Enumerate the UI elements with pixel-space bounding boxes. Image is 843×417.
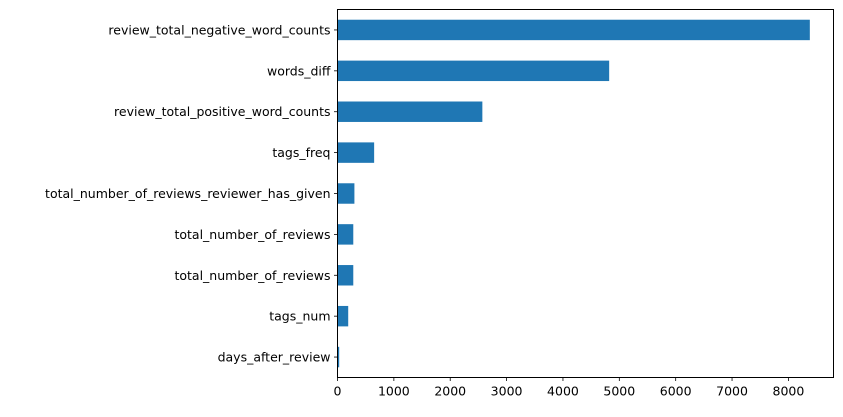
y-tick-label: words_diff	[267, 63, 331, 78]
bar	[337, 183, 355, 204]
plot-frame	[337, 9, 834, 378]
y-tick-label: tags_freq	[272, 145, 330, 160]
y-tick-label: total_number_of_reviews	[174, 227, 330, 242]
x-tick-label: 7000	[716, 384, 748, 399]
bar	[337, 265, 354, 286]
bar	[337, 60, 610, 82]
x-tick-label: 1000	[378, 384, 410, 399]
bar	[337, 19, 810, 41]
bar	[337, 142, 375, 163]
x-tick-label: 5000	[603, 384, 635, 399]
x-tick-label: 2000	[434, 384, 466, 399]
y-tick-label: tags_num	[269, 309, 330, 324]
bar	[337, 101, 483, 122]
bar	[337, 305, 349, 327]
bars-layer	[337, 19, 810, 368]
y-axis-ticks: review_total_negative_word_counts words_d…	[45, 22, 338, 365]
x-axis-ticks: 0 1000 2000 3000 4000 5000 6000 7000 8000	[334, 377, 805, 399]
bar	[337, 224, 354, 245]
y-tick-label: total_number_of_reviews_reviewer_has_giv…	[45, 186, 330, 201]
y-tick-label: days_after_review	[218, 350, 331, 365]
bar	[337, 346, 340, 368]
y-tick-label: review_total_negative_word_counts	[108, 22, 330, 37]
x-tick-label: 4000	[547, 384, 579, 399]
x-tick-label: 0	[334, 384, 342, 399]
y-tick-label: total_number_of_reviews	[174, 268, 330, 283]
x-tick-label: 3000	[491, 384, 523, 399]
x-tick-label: 6000	[660, 384, 692, 399]
y-tick-label: review_total_positive_word_counts	[114, 104, 330, 119]
x-tick-label: 8000	[773, 384, 805, 399]
